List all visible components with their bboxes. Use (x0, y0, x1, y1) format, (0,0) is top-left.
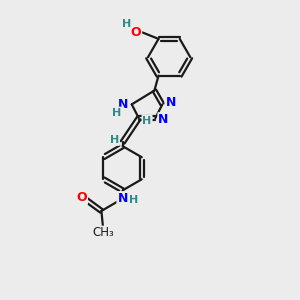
Text: H: H (112, 108, 121, 118)
Text: H: H (110, 135, 119, 145)
Text: H: H (122, 19, 131, 29)
Text: O: O (130, 26, 141, 39)
Text: N: N (118, 98, 129, 111)
Text: O: O (76, 191, 87, 204)
Text: CH₃: CH₃ (92, 226, 114, 239)
Text: N: N (158, 113, 169, 126)
Text: N: N (165, 95, 176, 109)
Text: N: N (117, 192, 128, 205)
Text: H: H (142, 116, 152, 126)
Text: H: H (129, 195, 138, 205)
